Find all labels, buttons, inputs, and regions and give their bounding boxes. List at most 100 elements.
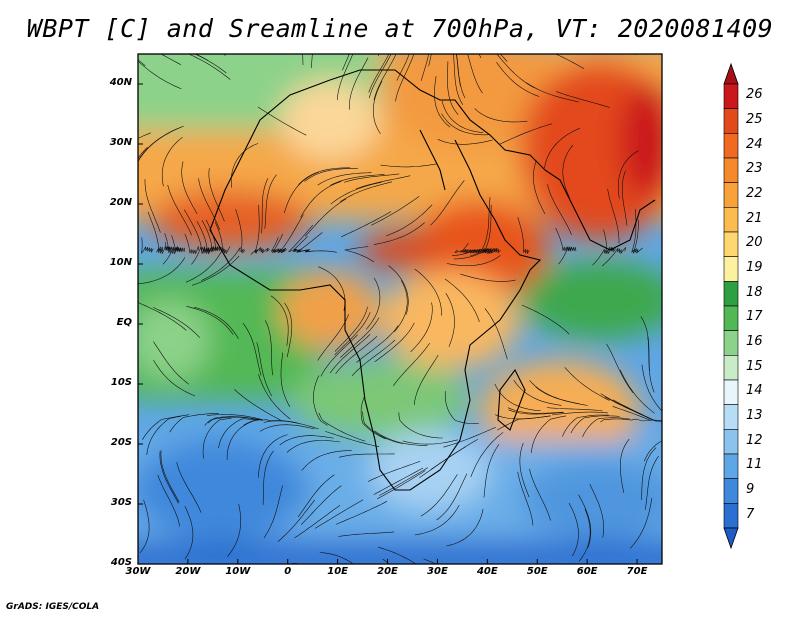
colorbar-label: 12 xyxy=(746,432,763,448)
streamline xyxy=(185,247,224,283)
lat-label: 40N xyxy=(109,77,132,88)
streamline xyxy=(460,242,483,254)
streamline xyxy=(441,100,484,133)
streamline xyxy=(261,178,269,234)
streamline xyxy=(372,80,383,135)
streamline xyxy=(441,113,491,136)
colorbar-label: 11 xyxy=(746,457,763,473)
lon-label: 20E xyxy=(377,566,398,577)
streamline xyxy=(184,506,194,560)
lon-label: 20W xyxy=(175,566,201,577)
colorbar-label: 13 xyxy=(746,408,763,423)
colorbar-swatch xyxy=(723,305,739,331)
streamline xyxy=(188,54,231,80)
streamline xyxy=(283,171,319,214)
streamline xyxy=(592,246,614,266)
streamline xyxy=(641,364,662,412)
colorbar-label: 9 xyxy=(746,482,755,497)
colorbar-label: 7 xyxy=(746,506,755,522)
streamline xyxy=(564,367,610,401)
streamline xyxy=(633,219,643,254)
streamline xyxy=(640,316,650,371)
colorbar-label: 17 xyxy=(746,309,763,325)
streamline xyxy=(529,468,551,521)
streamline xyxy=(437,139,493,145)
streamline xyxy=(380,163,437,168)
streamline xyxy=(373,467,424,495)
streamline xyxy=(645,455,659,510)
streamline xyxy=(378,546,417,564)
streamline xyxy=(376,470,426,500)
streamline xyxy=(338,531,395,537)
lat-label: EQ xyxy=(116,317,132,328)
streamline xyxy=(446,508,484,547)
streamline xyxy=(393,343,430,386)
colorbar xyxy=(723,62,739,550)
streamline xyxy=(138,127,181,162)
streamline xyxy=(186,306,234,335)
streamline xyxy=(339,181,393,203)
streamline xyxy=(517,217,530,254)
streamline xyxy=(138,146,148,159)
streamline xyxy=(562,144,574,198)
streamline xyxy=(374,430,428,446)
colorbar-label: 16 xyxy=(746,334,763,349)
streamline xyxy=(242,322,262,376)
streamline xyxy=(343,173,400,183)
streamline xyxy=(201,247,241,281)
colorbar-swatch xyxy=(723,379,739,405)
colorbar-swatch xyxy=(723,157,739,183)
streamline xyxy=(270,295,289,346)
streamline xyxy=(258,374,291,420)
streamline xyxy=(194,306,239,339)
streamline xyxy=(447,61,459,115)
streamline xyxy=(484,308,508,360)
streamline xyxy=(600,393,651,420)
streamline xyxy=(288,225,314,253)
streamline xyxy=(340,211,392,238)
streamline xyxy=(365,277,381,330)
streamline xyxy=(643,440,662,462)
colorbar-label: 18 xyxy=(746,284,763,300)
streamline xyxy=(277,499,316,543)
streamline xyxy=(619,369,655,414)
streamline xyxy=(273,233,288,253)
coastlines xyxy=(209,69,656,491)
streamline xyxy=(159,451,179,504)
streamline xyxy=(264,320,273,376)
streamline xyxy=(204,416,259,426)
streamline xyxy=(544,128,581,169)
streamline xyxy=(379,467,428,496)
streamline xyxy=(335,501,388,525)
streamline xyxy=(146,416,181,455)
streamline xyxy=(546,407,603,412)
colorbar-swatch xyxy=(723,355,739,381)
streamline xyxy=(340,317,380,358)
streamline xyxy=(334,306,368,352)
streamline xyxy=(521,304,570,335)
streamline xyxy=(218,418,259,449)
streamline xyxy=(313,375,328,426)
streamline xyxy=(330,181,382,205)
streamline xyxy=(467,54,483,94)
streamline xyxy=(194,54,209,61)
streamline xyxy=(198,178,220,231)
streamline xyxy=(430,180,465,226)
streamline xyxy=(304,198,347,237)
streamline xyxy=(519,442,530,498)
streamline xyxy=(138,60,182,90)
streamline xyxy=(568,502,579,557)
streamline xyxy=(202,418,232,459)
streamline xyxy=(344,246,375,263)
streamline xyxy=(139,499,150,554)
streamline xyxy=(570,415,620,434)
streamline xyxy=(508,409,565,415)
colorbar-swatch xyxy=(723,478,739,504)
streamline xyxy=(301,485,342,525)
streamline xyxy=(348,57,369,110)
streamline xyxy=(555,227,571,252)
streamline xyxy=(434,76,451,128)
streamline xyxy=(196,221,214,253)
streamline xyxy=(184,209,206,254)
streamline xyxy=(243,418,298,426)
